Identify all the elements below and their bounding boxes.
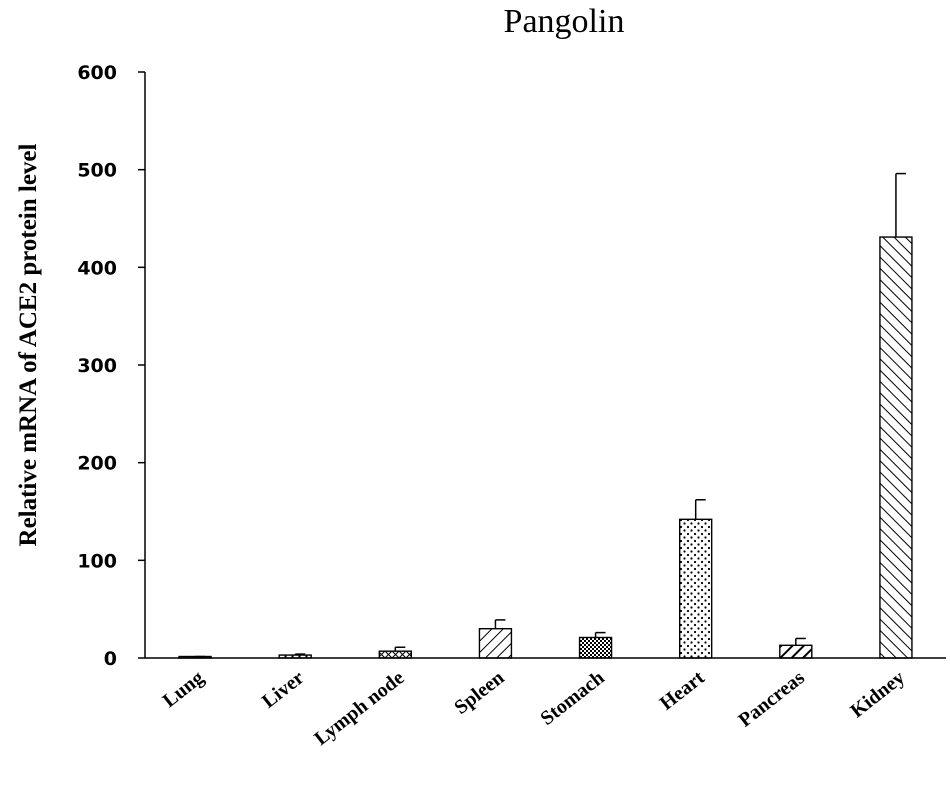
x-tick-label: Pancreas	[734, 666, 809, 731]
x-tick-label: Stomach	[536, 667, 608, 730]
x-tick-label: Liver	[258, 667, 308, 713]
y-axis-label: Relative mRNA of ACE2 protein level	[15, 143, 42, 546]
y-tick-label: 500	[77, 160, 117, 182]
y-axis: 0 100 200 300 400 500 600	[77, 62, 146, 670]
x-axis: Lung Liver Lymph node Spleen Stomach Heart Pan…	[145, 657, 946, 750]
bar-spleen	[478, 628, 513, 659]
x-tick-label: Spleen	[450, 667, 508, 719]
y-tick-label: 0	[104, 648, 117, 670]
bar-stomach	[578, 636, 613, 659]
y-tick-label: 200	[77, 453, 117, 475]
bar-heart	[678, 518, 713, 659]
x-tick-label: Heart	[656, 666, 709, 714]
y-tick-label: 300	[77, 355, 117, 377]
x-tick-label: Lung	[159, 667, 208, 712]
bars-group	[178, 172, 913, 659]
bar-kidney	[879, 236, 913, 659]
chart-title: Pangolin	[504, 3, 625, 40]
y-tick-label: 400	[77, 257, 117, 279]
y-tick-label: 100	[77, 550, 117, 572]
x-tick-label: Kidney	[846, 667, 909, 723]
bar-pancreas	[779, 644, 813, 659]
bar-lymph-node	[378, 650, 413, 659]
y-tick-label: 600	[77, 62, 117, 84]
x-tick-label: Lymph node	[310, 667, 408, 750]
